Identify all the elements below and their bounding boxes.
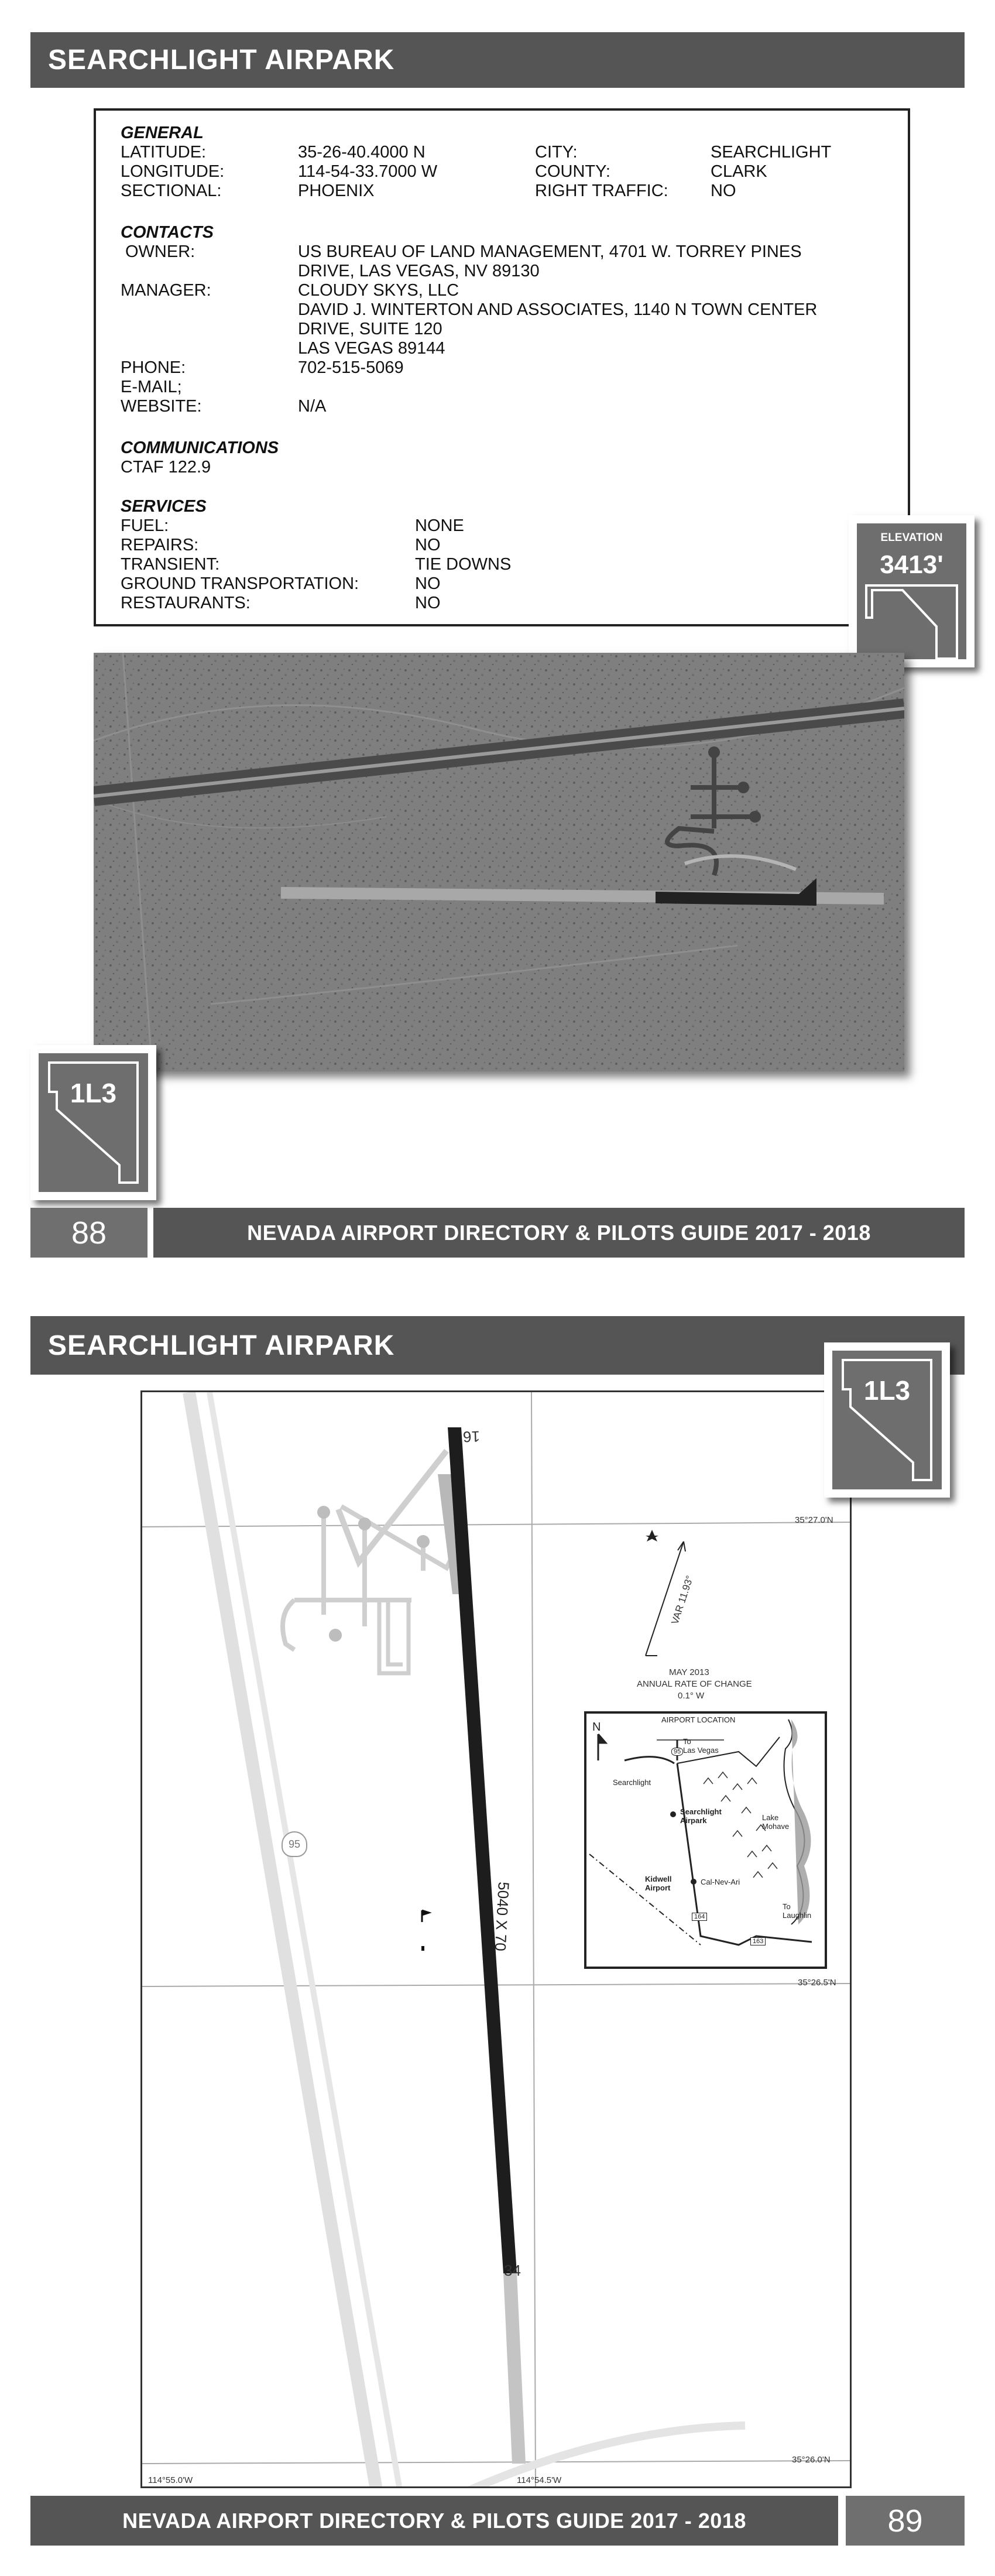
owner-line-1: US BUREAU OF LAND MANAGEMENT, 4701 W. TO…	[298, 242, 802, 261]
longitude-label: LONGITUDE:	[121, 162, 225, 181]
searchlight-airpark-line-1: Searchlight	[680, 1807, 722, 1816]
page-number: 88	[30, 1208, 147, 1258]
airport-id-badge: 1L3	[824, 1342, 950, 1498]
variation-change-line-1: ANNUAL RATE OF CHANGE	[637, 1679, 752, 1689]
variation-date: MAY 2013	[669, 1667, 709, 1677]
city-label: CITY:	[535, 143, 578, 162]
airport-id-badge-panel	[832, 1351, 942, 1489]
runway-number-16: 16	[462, 1427, 481, 1446]
manager-label: MANAGER:	[121, 281, 211, 300]
airport-location-map: AIRPORT LOCATION N To Las Vegas Searchli…	[584, 1711, 827, 1969]
north-indicator: N	[592, 1721, 601, 1734]
location-map-title: AIRPORT LOCATION	[661, 1715, 736, 1724]
manager-line-1: CLOUDY SKYS, LLC	[298, 281, 459, 300]
nevada-outline-icon	[865, 584, 958, 660]
kidwell-airport-line-2: Airport	[645, 1883, 671, 1892]
restaurants-label: RESTAURANTS:	[121, 594, 251, 612]
right-traffic-value: NO	[711, 181, 736, 200]
owner-line-2: DRIVE, LAS VEGAS, NV 89130	[298, 262, 540, 280]
elevation-value: 3413'	[880, 550, 943, 579]
latitude-label: LATITUDE:	[121, 143, 207, 162]
transient-value: TIE DOWNS	[415, 555, 512, 574]
county-value: CLARK	[711, 162, 767, 181]
page-title-bar: SEARCHLIGHT AIRPARK	[30, 1316, 965, 1375]
to-laughlin-line-2: Laughlin	[783, 1911, 812, 1920]
right-traffic-label: RIGHT TRAFFIC:	[535, 181, 668, 200]
website-value: N/A	[298, 397, 327, 416]
latitude-value: 35-26-40.4000 N	[298, 143, 426, 162]
footer-title: NEVADA AIRPORT DIRECTORY & PILOTS GUIDE …	[153, 1208, 965, 1258]
variation-change-line-2: 0.1° W	[678, 1691, 705, 1701]
airport-id-badge-panel	[39, 1053, 148, 1192]
ground-transportation-value: NO	[415, 574, 441, 593]
latitude-tick-top: 35°27.0'N	[795, 1515, 833, 1525]
longitude-tick-left: 114°55.0'W	[148, 2475, 193, 2485]
searchlight-town: Searchlight	[613, 1778, 651, 1787]
aerial-photo-image	[94, 653, 904, 1071]
email-label: E-MAIL;	[121, 378, 182, 396]
phone-label: PHONE:	[121, 358, 186, 377]
highway-95-shield-icon: 95	[671, 1748, 684, 1756]
to-las-vegas-line-2: Las Vegas	[683, 1746, 719, 1755]
latitude-tick-mid: 35°26.5'N	[798, 1978, 836, 1988]
elevation-label: ELEVATION	[880, 532, 943, 544]
restaurants-value: NO	[415, 594, 441, 612]
cal-nev-ari-town: Cal-Nev-Ari	[701, 1878, 740, 1886]
highway-shield-icon: 95	[282, 1831, 307, 1857]
runway-number-34: 34	[504, 2262, 521, 2279]
contacts-heading: CONTACTS	[121, 223, 214, 242]
airport-id-badge: 1L3	[30, 1045, 156, 1200]
fuel-value: NONE	[415, 516, 464, 535]
manager-line-2: DAVID J. WINTERTON AND ASSOCIATES, 1140 …	[298, 300, 818, 319]
county-label: COUNTY:	[535, 162, 610, 181]
page-title: SEARCHLIGHT AIRPARK	[48, 44, 395, 76]
searchlight-airpark-line-2: Airpark	[680, 1816, 707, 1825]
footer-title: NEVADA AIRPORT DIRECTORY & PILOTS GUIDE …	[30, 2496, 838, 2546]
to-laughlin-line-1: To	[783, 1902, 791, 1911]
runway-dimensions: 5040 X 70	[491, 1881, 513, 1952]
longitude-tick-mid: 114°54.5'W	[517, 2475, 562, 2485]
website-label: WEBSITE:	[121, 397, 202, 416]
city-value: SEARCHLIGHT	[711, 143, 832, 162]
ground-transportation-label: GROUND TRANSPORTATION:	[121, 574, 359, 593]
airport-diagram-drawing	[142, 1392, 850, 2486]
highway-number: 95	[288, 1838, 301, 1850]
nevada-outline-icon	[48, 1061, 139, 1184]
airport-diagram: 95 16 34 5040 X 70 35°27.0'N 35°26.5'N 3…	[140, 1390, 852, 2488]
communications-heading: COMMUNICATIONS	[121, 439, 279, 457]
aerial-photo	[94, 653, 904, 1071]
manager-line-3: DRIVE, SUITE 120	[298, 320, 442, 338]
nevada-outline-icon	[842, 1359, 932, 1481]
phone-value: 702-515-5069	[298, 358, 404, 377]
ctaf-value: CTAF 122.9	[121, 458, 211, 477]
longitude-value: 114-54-33.7000 W	[298, 162, 438, 181]
airport-info-box: GENERAL LATITUDE: 35-26-40.4000 N CITY: …	[94, 108, 910, 626]
page-title: SEARCHLIGHT AIRPARK	[48, 1330, 395, 1361]
highway-164-shield-icon: 164	[692, 1913, 708, 1921]
to-las-vegas-line-1: To	[683, 1737, 691, 1746]
kidwell-airport-line-1: Kidwell	[645, 1875, 672, 1883]
lake-mohave-line-1: Lake	[762, 1813, 779, 1822]
fuel-label: FUEL:	[121, 516, 169, 535]
services-heading: SERVICES	[121, 497, 207, 516]
airport-id: 1L3	[70, 1078, 117, 1108]
highway-163-shield-icon: 163	[750, 1937, 766, 1945]
latitude-tick-bottom: 35°26.0'N	[792, 2455, 831, 2465]
repairs-label: REPAIRS:	[121, 536, 199, 554]
lake-mohave-line-2: Mohave	[762, 1822, 790, 1831]
sectional-value: PHOENIX	[298, 181, 375, 200]
page-number: 89	[846, 2496, 965, 2546]
sectional-label: SECTIONAL:	[121, 181, 222, 200]
airport-id: 1L3	[863, 1375, 911, 1406]
repairs-value: NO	[415, 536, 441, 554]
owner-label: OWNER:	[125, 242, 195, 261]
page-title-bar: SEARCHLIGHT AIRPARK	[30, 32, 965, 88]
manager-line-4: LAS VEGAS 89144	[298, 339, 445, 358]
elevation-badge: ELEVATION 3413'	[849, 515, 975, 667]
transient-label: TRANSIENT:	[121, 555, 220, 574]
general-heading: GENERAL	[121, 124, 204, 142]
